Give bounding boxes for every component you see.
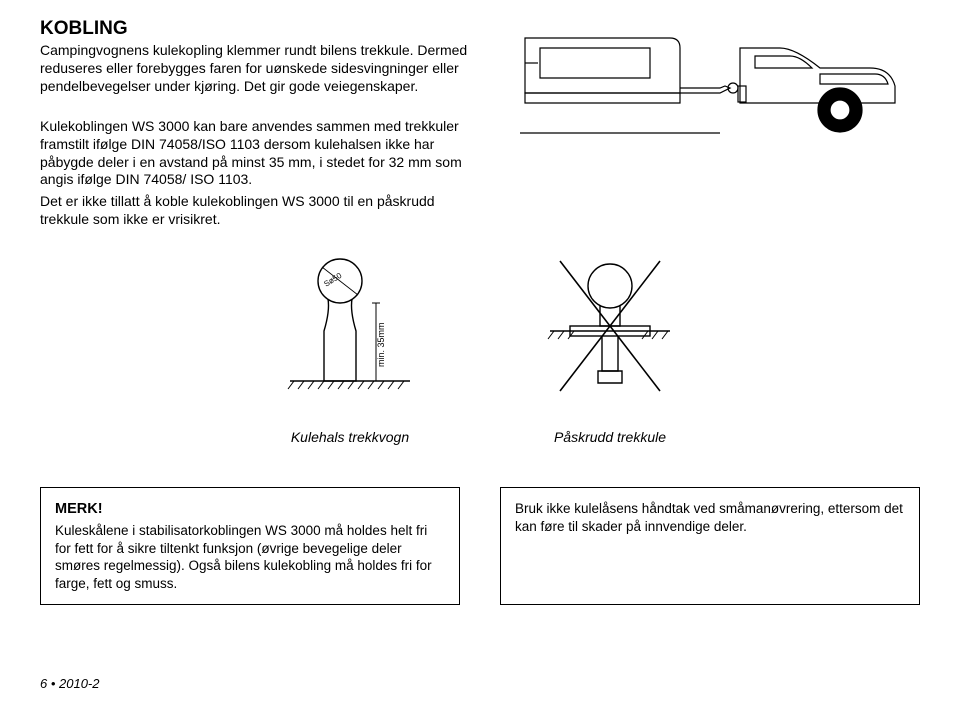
note-left-text: Kuleskålene i stabilisatorkoblingen WS 3… [55, 522, 445, 592]
hitch-illustration [520, 18, 900, 158]
page-footer: 6 • 2010-2 [40, 676, 99, 691]
ball-neck-diagram: Sø50 min. 35mm [280, 251, 420, 421]
page-heading: KOBLING [40, 18, 470, 40]
note-box-right: Bruk ikke kulelåsens håndtak ved småmanø… [500, 487, 920, 605]
paragraph-2: Det er ikke tillatt å koble kulekoblinge… [40, 193, 470, 229]
left-diagram-caption: Kulehals trekkvogn [280, 429, 420, 445]
note-heading: MERK! [55, 500, 445, 519]
min-dim-label: min. 35mm [376, 323, 386, 368]
right-diagram-caption: Påskrudd trekkule [540, 429, 680, 445]
paragraph-1: Kulekoblingen WS 3000 kan bare anvendes … [40, 118, 470, 190]
bolted-ball-diagram [540, 251, 680, 421]
note-right-text: Bruk ikke kulelåsens håndtak ved småmanø… [515, 500, 905, 535]
intro-paragraph: Campingvognens kulekopling klemmer rundt… [40, 42, 470, 96]
note-box-left: MERK! Kuleskålene i stabilisatorkoblinge… [40, 487, 460, 605]
ball-dia-label: Sø50 [322, 271, 343, 289]
